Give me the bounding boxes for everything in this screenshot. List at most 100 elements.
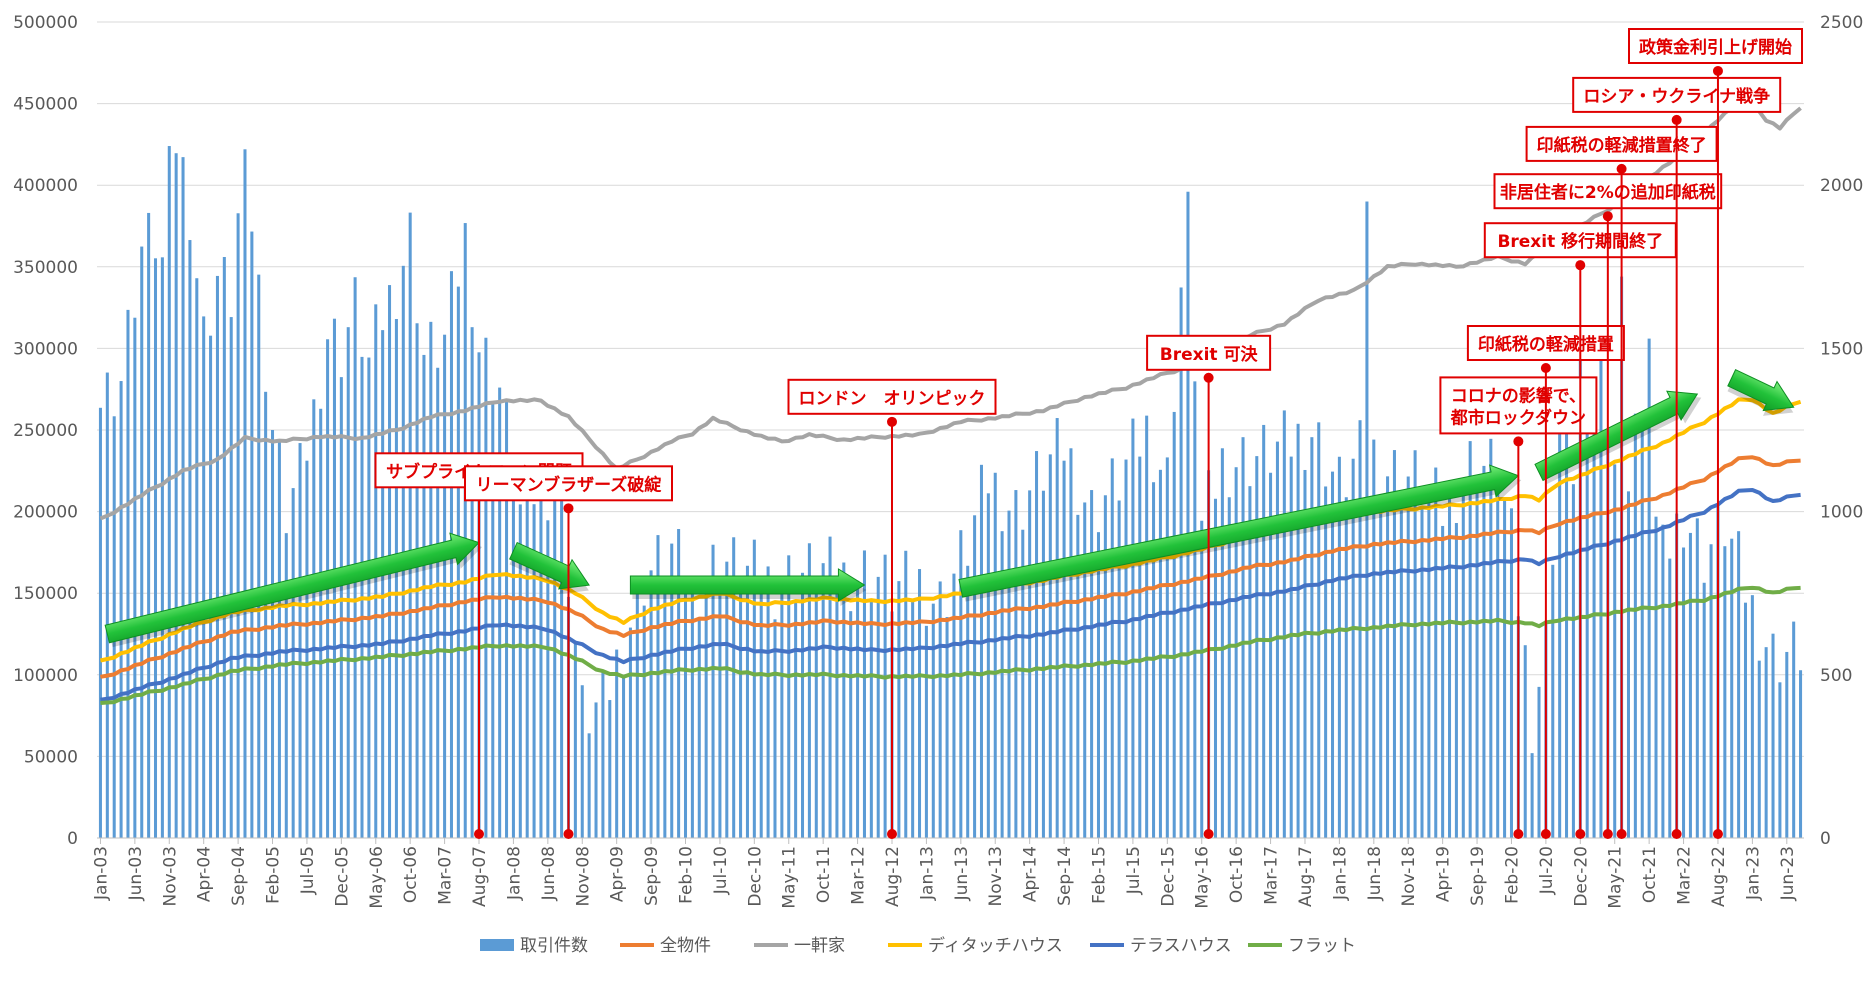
bar (1778, 682, 1782, 838)
bar (174, 153, 178, 838)
annotation-marker-bottom (1671, 829, 1682, 839)
y-right-tick-label: 0 (1820, 829, 1831, 849)
bar (1730, 538, 1734, 838)
legend-item: ディタッチハウス (888, 935, 1063, 956)
bar (1124, 459, 1128, 838)
bar (1289, 456, 1293, 838)
bar (1365, 201, 1369, 838)
series-line-テラスハウス (100, 488, 1801, 702)
bar (181, 157, 185, 838)
y-left-tick-label: 250000 (13, 421, 78, 441)
trend-arrow (629, 568, 867, 606)
annotation-box (787, 378, 997, 415)
bar (1626, 491, 1630, 838)
bar (1764, 647, 1768, 838)
bar (243, 149, 247, 839)
bar (209, 335, 213, 838)
annotation-marker-top (1203, 372, 1214, 383)
bar (1145, 415, 1149, 838)
bar (498, 387, 502, 838)
bar (1386, 476, 1390, 838)
bar (1331, 471, 1335, 838)
x-tick-label: Jan-13 (917, 846, 937, 901)
annotation-marker-bottom (1513, 829, 1524, 839)
annotation-marker-top (1671, 114, 1682, 125)
annotation: ロンドン オリンピック (787, 378, 997, 839)
annotation-marker-top (1712, 65, 1723, 76)
x-tick-label: Jul-05 (298, 846, 318, 895)
bar (1117, 500, 1121, 838)
bar (436, 367, 440, 838)
annotation: 政策金利引上げ開始 (1628, 28, 1803, 839)
x-tick-label: Feb-15 (1089, 846, 1109, 904)
bar (862, 550, 866, 838)
axis-layer: 0 50000 100000 150000 200000 250000 300000 3500… (13, 13, 1863, 909)
annotation-marker-bottom (1540, 829, 1551, 839)
bar (711, 544, 715, 838)
bar (1324, 486, 1328, 838)
bar (257, 274, 261, 838)
bar (766, 566, 770, 838)
bar (938, 581, 942, 838)
bar (1317, 422, 1321, 838)
bar (1021, 529, 1025, 838)
bar (1379, 497, 1383, 838)
bar (1537, 686, 1541, 838)
line-series-layer (99, 93, 1802, 705)
annotation-box (464, 465, 673, 502)
bar (1076, 514, 1080, 838)
bar (98, 407, 102, 838)
x-tick-label: Mar-07 (436, 846, 456, 905)
x-tick-label: Apr-19 (1434, 846, 1454, 902)
legend-label: 全物件 (660, 936, 711, 956)
x-tick-label: Jul-20 (1537, 846, 1557, 895)
annotation-box (1525, 125, 1718, 162)
bar (594, 702, 598, 838)
bar (1799, 670, 1803, 838)
bar (160, 257, 164, 839)
bar (1757, 660, 1761, 838)
bar (993, 472, 997, 838)
bar (484, 337, 488, 838)
bar (828, 536, 832, 838)
trend-arrow (1727, 369, 1795, 416)
bar (573, 641, 577, 838)
bar (931, 603, 935, 838)
annotation-label: 政策金利引上げ開始 (1639, 37, 1792, 58)
x-tick-label: Jun-08 (539, 846, 559, 901)
trend-arrow (958, 464, 1522, 602)
bar (959, 530, 963, 838)
annotation-marker-bottom (1616, 829, 1627, 839)
legend-item: テラスハウス (1090, 936, 1232, 956)
bar (167, 146, 171, 838)
bar (1048, 454, 1052, 838)
bar (876, 576, 880, 838)
x-tick-label: Jan-03 (91, 846, 111, 901)
bar (979, 464, 983, 838)
bar (1565, 417, 1569, 838)
annotation: コロナの影響で、都市ロックダウン (1439, 376, 1598, 839)
bar (952, 573, 956, 838)
bar (1213, 498, 1218, 838)
bar (222, 257, 226, 838)
bar (842, 562, 846, 838)
annotation-marker-bottom (1602, 829, 1613, 839)
bar (1633, 413, 1637, 838)
x-tick-label: Feb-05 (264, 846, 284, 904)
x-tick-label: Oct-11 (814, 846, 834, 903)
bar (1688, 532, 1692, 838)
bar (126, 309, 130, 838)
x-tick-label: Sep-09 (642, 846, 662, 906)
y-left-tick-label: 500000 (13, 13, 78, 33)
annotation-label: リーマンブラザーズ破綻 (476, 474, 663, 495)
bar (525, 464, 529, 838)
bar (663, 578, 667, 838)
x-tick-label: May-11 (780, 846, 800, 909)
x-tick-label: Jul-10 (711, 846, 731, 895)
bar (1702, 582, 1706, 838)
series-line-ディタッチハウス (99, 397, 1802, 663)
x-tick-label: Sep-14 (1055, 846, 1075, 906)
bar (277, 442, 281, 838)
annotation-label: Brexit 可決 (1160, 344, 1259, 365)
